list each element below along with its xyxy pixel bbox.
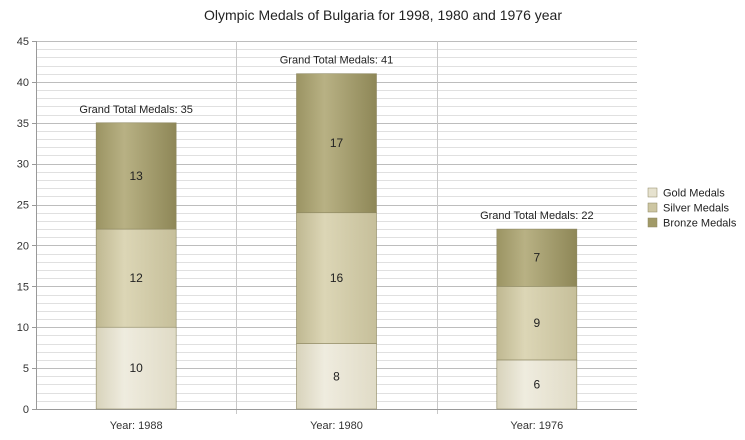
legend-item[interactable]: Silver Medals bbox=[647, 202, 730, 215]
x-tick-label: Year: 1980 bbox=[310, 420, 363, 432]
x-tick-label: Year: 1976 bbox=[510, 420, 563, 432]
bar-segment[interactable] bbox=[296, 73, 377, 214]
legend-label: Bronze Medals bbox=[663, 218, 737, 230]
y-tick-label: 45 bbox=[17, 36, 29, 48]
y-tick-label: 35 bbox=[17, 118, 29, 130]
data-label: 9 bbox=[533, 316, 540, 330]
bar-segment[interactable] bbox=[496, 228, 578, 287]
bar-segment[interactable] bbox=[496, 359, 578, 410]
total-label: Grand Total Medals: 35 bbox=[79, 104, 193, 116]
data-label: 12 bbox=[129, 271, 143, 285]
legend-label: Gold Medals bbox=[663, 188, 725, 200]
y-tick-label: 20 bbox=[17, 240, 29, 252]
y-tick-label: 5 bbox=[23, 363, 29, 375]
bar-segment[interactable] bbox=[296, 212, 377, 344]
total-label: Grand Total Medals: 22 bbox=[480, 210, 594, 222]
data-label: 8 bbox=[333, 369, 340, 383]
legend-swatch bbox=[647, 217, 658, 228]
legend-item[interactable]: Gold Medals bbox=[647, 187, 725, 200]
bar-segment[interactable] bbox=[95, 326, 177, 410]
bar-segment[interactable] bbox=[296, 343, 377, 410]
legend-swatch bbox=[647, 202, 658, 213]
y-tick-label: 10 bbox=[17, 322, 29, 334]
data-label: 7 bbox=[533, 251, 540, 265]
y-tick-label: 0 bbox=[23, 404, 29, 416]
y-tick-label: 15 bbox=[17, 281, 29, 293]
legend-label: Silver Medals bbox=[663, 203, 730, 215]
data-label: 10 bbox=[129, 361, 143, 375]
data-label: 16 bbox=[330, 271, 344, 285]
legend-item[interactable]: Bronze Medals bbox=[647, 217, 737, 230]
y-tick-label: 25 bbox=[17, 200, 29, 212]
bar-segment[interactable] bbox=[95, 228, 177, 328]
data-label: 17 bbox=[330, 136, 344, 150]
bar-segment[interactable] bbox=[95, 122, 177, 230]
y-tick-label: 40 bbox=[17, 77, 29, 89]
bar-segment[interactable] bbox=[496, 286, 578, 361]
chart-title: Olympic Medals of Bulgaria for 1998, 198… bbox=[204, 7, 562, 23]
total-label: Grand Total Medals: 41 bbox=[280, 55, 394, 67]
legend-swatch bbox=[647, 187, 658, 198]
y-tick-label: 30 bbox=[17, 159, 29, 171]
x-tick-label: Year: 1988 bbox=[110, 420, 163, 432]
data-label: 13 bbox=[129, 169, 143, 183]
data-label: 6 bbox=[533, 377, 540, 391]
